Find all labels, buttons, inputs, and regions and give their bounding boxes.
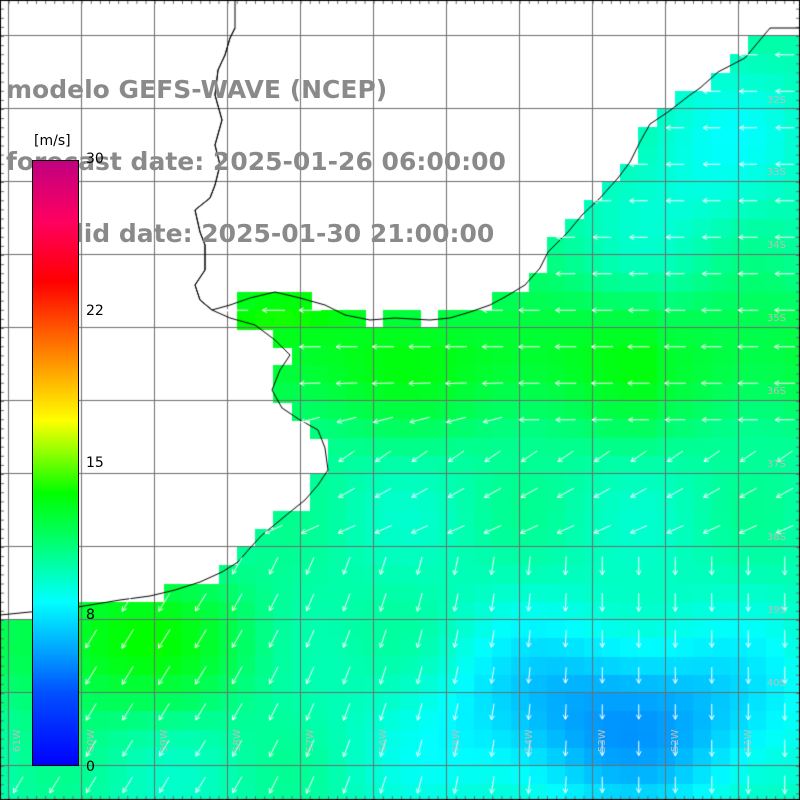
lat-label: 32S [766,95,786,106]
colorbar-tick-15: 15 [86,455,104,471]
lat-label: 33S [766,167,786,178]
colorbar-tick-22: 22 [86,303,104,319]
lon-label: 60W [86,729,97,752]
lat-label: 39S [766,605,786,616]
lon-label: 56W [378,729,389,752]
lon-label: 58W [232,729,243,752]
lat-label: 40S [766,678,786,689]
lat-label: 34S [766,240,786,251]
colorbar [32,160,79,766]
lon-label: 54W [524,729,535,752]
lat-label: 35S [766,313,786,324]
model-title: modelo GEFS-WAVE (NCEP) [6,75,388,104]
colorbar-tick-8: 8 [86,607,95,623]
colorbar-tick-0: 0 [86,759,95,775]
lon-label: 59W [159,729,170,752]
lon-label: 61W [12,729,23,752]
lat-label: 36S [766,386,786,397]
colorbar-unit: [m/s] [34,133,71,149]
lat-label: 38S [766,532,786,543]
colorbar-tick-30: 30 [86,151,104,167]
lon-label: 57W [305,729,316,752]
forecast-date: forecast date: 2025-01-26 06:00:00 [6,147,506,176]
lon-label: 53W [597,729,608,752]
lon-label: 52W [670,729,681,752]
lon-label: 51W [743,729,754,752]
lon-label: 55W [451,729,462,752]
valid-date: valid date: 2025-01-30 21:00:00 [42,219,495,248]
lat-label: 37S [766,459,786,470]
map-title: modelo GEFS-WAVE (NCEP) forecast date: 2… [6,30,506,270]
